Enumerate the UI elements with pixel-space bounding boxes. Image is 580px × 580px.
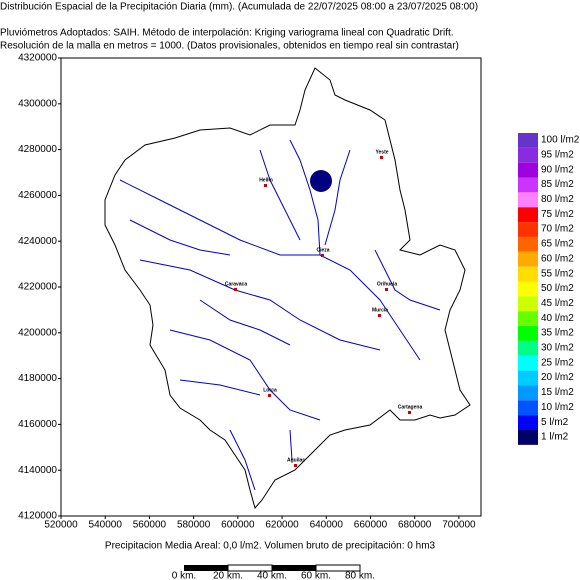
y-tick-label: 4260000 bbox=[18, 190, 57, 201]
y-tick-label: 4120000 bbox=[18, 511, 57, 522]
y-tick-label: 4300000 bbox=[18, 98, 57, 109]
legend-swatch bbox=[518, 222, 538, 237]
legend-swatch bbox=[518, 355, 538, 371]
basin-outline bbox=[104, 67, 471, 510]
city-label: Caravaca bbox=[225, 281, 247, 287]
city-label: Cartagena bbox=[398, 404, 423, 410]
x-tick-label: 600000 bbox=[221, 520, 255, 531]
x-tick-label: 640000 bbox=[310, 520, 344, 531]
legend-label: 95 l/m2 bbox=[541, 149, 574, 160]
city-marker bbox=[408, 411, 411, 414]
subtitle: Resolución de la malla en metros = 1000.… bbox=[0, 41, 459, 52]
rivers bbox=[119, 139, 441, 491]
city-marker bbox=[321, 254, 324, 257]
legend-swatch bbox=[518, 147, 538, 163]
legend-label: 50 l/m2 bbox=[541, 283, 574, 294]
x-tick-label: 660000 bbox=[354, 520, 388, 531]
city-marker bbox=[294, 464, 297, 467]
legend-swatch bbox=[518, 296, 538, 312]
legend-swatch bbox=[518, 251, 538, 267]
y-tick-label: 4140000 bbox=[18, 465, 57, 476]
footer: Precipitacion Media Areal: 0,0 l/m2. Vol… bbox=[105, 541, 436, 552]
legend-label: 15 l/m2 bbox=[541, 387, 574, 398]
legend-label: 70 l/m2 bbox=[541, 224, 574, 235]
scale-label: 20 km. bbox=[213, 571, 243, 580]
legend-swatch bbox=[518, 340, 538, 356]
x-tick-label: 540000 bbox=[89, 520, 123, 531]
y-tick-label: 4240000 bbox=[18, 236, 57, 247]
city-marker bbox=[380, 156, 383, 159]
city-marker bbox=[385, 288, 388, 291]
x-tick-label: 620000 bbox=[265, 520, 299, 531]
legend-label: 35 l/m2 bbox=[541, 328, 574, 339]
legend-label: 55 l/m2 bbox=[541, 268, 574, 279]
legend-swatch bbox=[518, 400, 538, 416]
scale-label: 40 km. bbox=[257, 571, 287, 580]
legend-label: 20 l/m2 bbox=[541, 372, 574, 383]
legend-swatch bbox=[518, 326, 538, 341]
legend-label: 60 l/m2 bbox=[541, 253, 574, 264]
x-tick-label: 680000 bbox=[398, 520, 432, 531]
city-marker bbox=[234, 288, 237, 291]
scale-bar bbox=[184, 564, 361, 572]
x-tick-label: 700000 bbox=[442, 520, 476, 531]
precipitation-cell bbox=[310, 170, 332, 192]
legend-swatch bbox=[518, 385, 538, 401]
scale-label: 0 km. bbox=[172, 571, 196, 580]
x-tick-label: 560000 bbox=[133, 520, 167, 531]
city-marker bbox=[378, 314, 381, 317]
city-label: Orihuela bbox=[377, 281, 398, 287]
legend-label: 85 l/m2 bbox=[541, 179, 574, 190]
legend-swatch bbox=[518, 430, 538, 445]
city-label: Cieza bbox=[316, 247, 329, 253]
title: Distribución Espacial de la Precipitació… bbox=[0, 2, 478, 13]
legend-swatch bbox=[518, 177, 538, 193]
legend-label: 40 l/m2 bbox=[541, 313, 574, 324]
x-tick-label: 580000 bbox=[177, 520, 211, 531]
legend-swatch bbox=[518, 162, 538, 178]
x-tick-label: 520000 bbox=[44, 520, 78, 531]
y-tick-label: 4160000 bbox=[18, 419, 57, 430]
legend-label: 25 l/m2 bbox=[541, 357, 574, 368]
legend-label: 65 l/m2 bbox=[541, 239, 574, 250]
y-tick-label: 4220000 bbox=[18, 282, 57, 293]
legend-swatch bbox=[518, 311, 538, 327]
legend-label: 100 l/m2 bbox=[541, 135, 580, 146]
legend-swatch bbox=[518, 266, 538, 282]
legend-label: 1 l/m2 bbox=[541, 432, 569, 443]
legend-label: 75 l/m2 bbox=[541, 209, 574, 220]
scale-label: 80 km. bbox=[345, 571, 375, 580]
scale-label: 60 km. bbox=[301, 571, 331, 580]
legend-swatch bbox=[518, 281, 538, 297]
legend-label: 45 l/m2 bbox=[541, 298, 574, 309]
city-marker bbox=[264, 184, 267, 187]
legend-swatch bbox=[518, 133, 538, 148]
y-tick-label: 4180000 bbox=[18, 373, 57, 384]
legend-swatch bbox=[518, 192, 538, 208]
y-tick-label: 4280000 bbox=[18, 144, 57, 155]
legend-swatch bbox=[518, 370, 538, 386]
legend-label: 10 l/m2 bbox=[541, 402, 574, 413]
legend-swatch bbox=[518, 415, 538, 430]
city-label: Hellín bbox=[259, 177, 273, 183]
city-label: Aguilas bbox=[287, 457, 305, 463]
legend-label: 5 l/m2 bbox=[541, 417, 569, 428]
legend-swatch bbox=[518, 207, 538, 223]
y-tick-label: 4200000 bbox=[18, 327, 57, 338]
legend-label: 90 l/m2 bbox=[541, 164, 574, 175]
subtitle: Pluviómetros Adoptados: SAIH. Método de … bbox=[0, 28, 454, 39]
city-marker bbox=[268, 394, 271, 397]
city-label: Lorca bbox=[263, 387, 277, 393]
city-label: Murcia bbox=[372, 307, 388, 313]
city-label: Yeste bbox=[375, 149, 388, 155]
legend-label: 30 l/m2 bbox=[541, 343, 574, 354]
legend-label: 80 l/m2 bbox=[541, 194, 574, 205]
legend-swatch bbox=[518, 236, 538, 252]
y-tick-label: 4320000 bbox=[18, 53, 57, 64]
